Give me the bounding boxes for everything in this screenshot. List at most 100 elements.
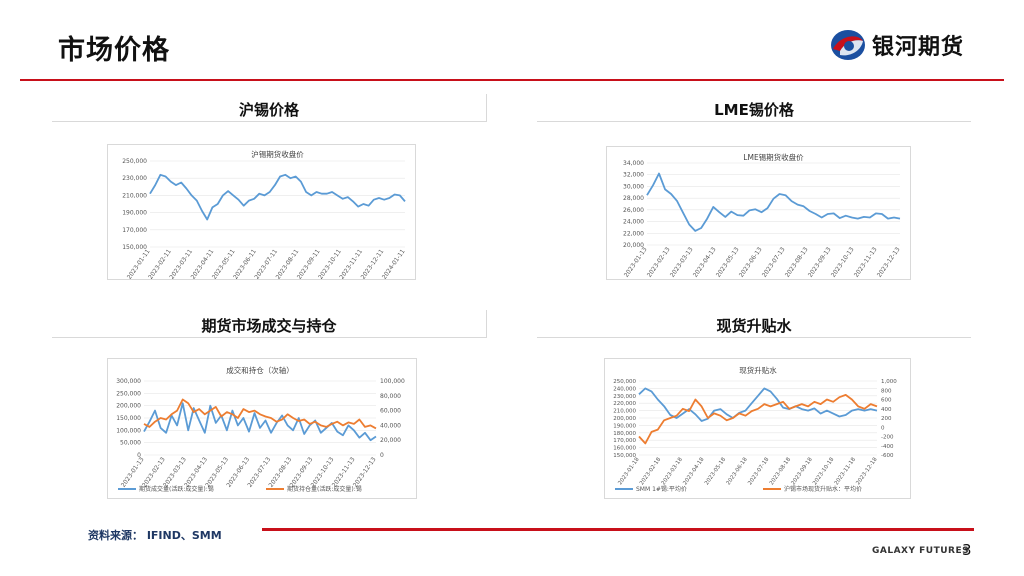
x-tick-label: 2023-10-18 [812,456,836,486]
y-tick-label: 170,000 [613,438,636,444]
y-tick-label: 190,000 [122,210,147,217]
x-tick-label: 2023-05-18 [704,456,728,486]
y2-tick-label: 80,000 [380,393,401,400]
galaxy-logo-icon [831,30,865,60]
chart-title: 成交和持仓（次轴） [226,365,294,375]
x-tick-label: 2023-05-13 [715,246,741,279]
y-tick-label: 210,000 [613,409,636,415]
x-tick-label: 2023-09-13 [807,246,833,279]
y-tick-label: 20,000 [623,242,644,249]
chart-panel-shfe-tin: 沪锡期货收盘价 250,000 230,000 210,000 190,000 170,0… [107,144,416,280]
y-tick-label: 150,000 [613,453,636,459]
brand-logo: 银河期货 [828,25,978,65]
series-line-0 [638,387,878,422]
y-tick-label: 200,000 [613,416,636,422]
x-tick-label: 2023-04-18 [682,456,706,486]
chart-shfe-tin-price: 沪锡期货收盘价 250,000 230,000 210,000 190,000 170,0… [122,149,407,279]
y-tick-label: 250,000 [613,379,636,385]
y2-tick-label: -600 [881,453,894,459]
x-tick-label: 2023-02-13 [646,246,672,279]
section-rule [52,121,486,122]
section-rule [537,121,971,122]
y-tick-label: 170,000 [122,227,147,234]
y2-tick-label: 600 [881,398,892,404]
y-tick-label: 34,000 [623,160,644,167]
y-tick-label: 160,000 [613,446,636,452]
y-tick-label: 240,000 [613,386,636,392]
y-tick-label: 220,000 [613,401,636,407]
series-line-1 [638,394,878,445]
y2-tick-label: 400 [881,407,892,413]
x-tick-label: 2023-03-13 [669,246,695,279]
y-tick-label: 26,000 [623,207,644,214]
footer-rule [262,528,974,531]
y-tick-label: 150,000 [116,415,141,422]
legend-label: 期货持仓量(活跃:成交量):锡 [287,485,362,493]
x-tick-label: 2023-08-18 [769,456,793,486]
y2-tick-label: 60,000 [380,408,401,415]
y2-tick-label: 800 [881,388,892,394]
y-tick-label: 0 [137,452,141,459]
chart-title: 现货升贴水 [739,365,777,375]
x-tick-label: 2023-12-18 [855,456,879,486]
x-tick-label: 2023-06-18 [726,456,750,486]
section-title-volume-oi: 期货市场成交与持仓 [201,317,337,335]
y-tick-label: 24,000 [623,219,644,226]
x-tick-label: 2023-09-18 [790,456,814,486]
data-source-note: 资料来源： IFIND、SMM [88,529,222,542]
x-tick-label: 2023-04-13 [692,246,718,279]
title-rule [20,79,1004,81]
chart-title: LME锡期货收盘价 [743,152,804,162]
section-rule [537,337,971,338]
y-tick-label: 230,000 [613,394,636,400]
y-tick-label: 180,000 [613,431,636,437]
series-line-0 [646,172,901,232]
y-tick-label: 30,000 [623,183,644,190]
y2-tick-label: -200 [881,435,894,441]
y-tick-label: 32,000 [623,172,644,179]
y2-tick-label: 40,000 [380,422,401,429]
x-tick-label: 2023-07-13 [761,246,787,279]
section-divider [486,94,487,122]
page-title: 市场价格 [58,35,170,66]
x-tick-label: 2023-01-18 [617,456,641,486]
x-tick-label: 2023-08-13 [784,246,810,279]
y-tick-label: 250,000 [116,390,141,397]
x-tick-label: 2023-07-18 [747,456,771,486]
y2-tick-label: 0 [380,452,384,459]
chart-panel-lme-tin: LME锡期货收盘价 34,000 32,000 30,000 28,000 26,000 2… [606,146,911,280]
x-tick-label: 2023-03-18 [661,456,685,486]
x-tick-label: 2023-11-18 [834,456,858,486]
x-tick-label: 2023-02-18 [639,456,663,486]
y-tick-label: 200,000 [116,403,141,410]
y-tick-label: 50,000 [120,440,141,447]
series-line-0 [143,402,377,442]
y2-tick-label: -400 [881,444,894,450]
section-divider [486,310,487,338]
x-tick-label: 2023-11-13 [853,246,879,279]
y2-tick-label: 200 [881,416,892,422]
y2-tick-label: 20,000 [380,437,401,444]
section-title-shfe-tin: 沪锡价格 [238,101,299,119]
y-tick-label: 22,000 [623,230,644,237]
legend-label: SMM 1#锡:平均价 [636,485,687,493]
y-tick-label: 28,000 [623,195,644,202]
page-number: 3 [962,541,972,559]
footer-brand: GALAXY FUTURES [872,546,970,556]
y-tick-label: 210,000 [122,192,147,199]
chart-lme-tin-price: LME锡期货收盘价 34,000 32,000 30,000 28,000 26,000 2… [623,152,902,279]
chart-volume-open-interest: 成交和持仓（次轴） 300,000 250,000 200,000 150,000 100… [116,365,405,493]
section-title-spot-premium: 现货升贴水 [716,317,792,335]
legend-label: 沪锡市场现货升贴水：平均价 [784,485,862,493]
y-tick-label: 250,000 [122,158,147,165]
series-line-1 [143,398,377,430]
series-line-0 [149,173,406,221]
section-title-lme-tin: LME锡价格 [714,101,794,119]
y-tick-label: 190,000 [613,423,636,429]
y-tick-label: 300,000 [116,378,141,385]
y-tick-label: 230,000 [122,175,147,182]
x-tick-label: 2023-10-13 [830,246,856,279]
logo-text: 银河期货 [872,35,965,60]
x-tick-label: 2023-01-13 [623,246,649,279]
chart-title: 沪锡期货收盘价 [251,149,304,159]
